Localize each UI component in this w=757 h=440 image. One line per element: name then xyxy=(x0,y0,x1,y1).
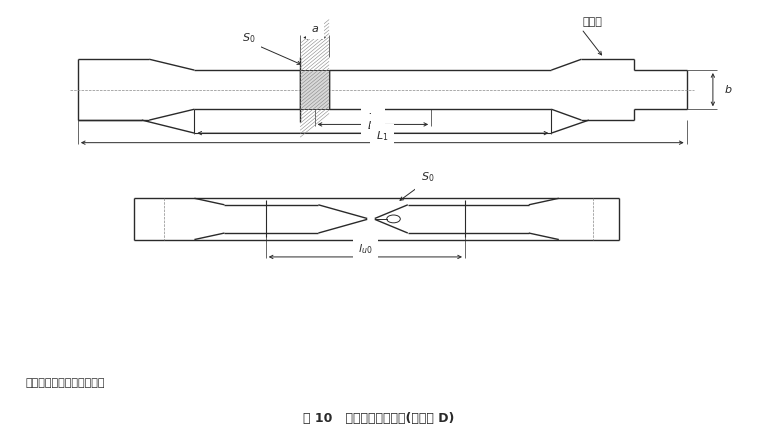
Text: $l_{u0}$: $l_{u0}$ xyxy=(358,242,372,257)
Text: b: b xyxy=(724,84,731,95)
Text: a: a xyxy=(311,24,318,34)
Text: $L_0$: $L_0$ xyxy=(366,111,379,125)
Polygon shape xyxy=(301,70,329,109)
Text: $L_c$: $L_c$ xyxy=(366,120,379,133)
Text: $L_1$: $L_1$ xyxy=(376,129,388,143)
Text: 夹持端: 夹持端 xyxy=(583,17,603,27)
Text: 图 10   管材纵向弧形试样(见附录 D): 图 10 管材纵向弧形试样(见附录 D) xyxy=(303,412,454,425)
Text: 注：试样头部仅为示意性。: 注：试样头部仅为示意性。 xyxy=(25,378,104,388)
Text: $S_0$: $S_0$ xyxy=(241,32,255,45)
Text: $S_0$: $S_0$ xyxy=(421,171,434,184)
